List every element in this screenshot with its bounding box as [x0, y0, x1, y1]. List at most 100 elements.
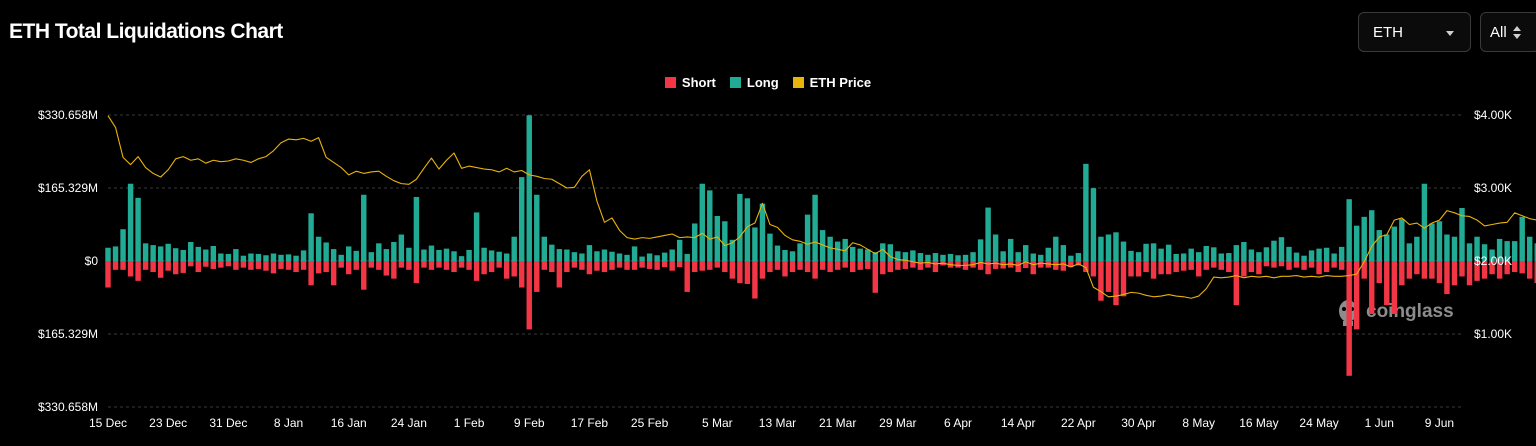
short-liquidation-bar[interactable]	[1023, 261, 1029, 269]
short-liquidation-bar[interactable]	[880, 261, 886, 275]
short-liquidation-bar[interactable]	[895, 261, 901, 270]
long-liquidation-bar[interactable]	[488, 250, 495, 261]
short-liquidation-bar[interactable]	[195, 261, 201, 273]
short-liquidation-bar[interactable]	[105, 261, 111, 288]
long-liquidation-bar[interactable]	[1421, 183, 1428, 261]
short-liquidation-bar[interactable]	[240, 261, 247, 268]
short-liquidation-bar[interactable]	[519, 261, 525, 288]
long-liquidation-bar[interactable]	[962, 254, 969, 261]
long-liquidation-bar[interactable]	[165, 243, 171, 261]
short-liquidation-bar[interactable]	[172, 261, 179, 275]
short-liquidation-bar[interactable]	[488, 261, 495, 273]
long-liquidation-bar[interactable]	[1474, 236, 1480, 261]
short-liquidation-bar[interactable]	[1534, 261, 1536, 284]
short-liquidation-bar[interactable]	[338, 261, 344, 268]
short-liquidation-bar[interactable]	[556, 261, 563, 288]
short-liquidation-bar[interactable]	[300, 261, 307, 270]
short-liquidation-bar[interactable]	[624, 261, 630, 270]
long-liquidation-bar[interactable]	[1226, 253, 1232, 261]
short-liquidation-bar[interactable]	[361, 261, 367, 290]
short-liquidation-bar[interactable]	[1353, 261, 1360, 330]
long-liquidation-bar[interactable]	[1459, 208, 1465, 261]
short-liquidation-bar[interactable]	[1384, 261, 1390, 306]
range-select[interactable]: All	[1480, 12, 1536, 52]
long-liquidation-bar[interactable]	[1113, 232, 1119, 261]
long-liquidation-bar[interactable]	[849, 246, 856, 261]
short-liquidation-bar[interactable]	[1120, 261, 1127, 297]
long-liquidation-bar[interactable]	[571, 252, 578, 261]
long-liquidation-bar[interactable]	[1000, 251, 1006, 261]
short-liquidation-bar[interactable]	[436, 261, 442, 268]
long-liquidation-bar[interactable]	[865, 249, 871, 261]
long-liquidation-bar[interactable]	[428, 245, 435, 261]
long-liquidation-bar[interactable]	[564, 249, 570, 261]
long-liquidation-bar[interactable]	[1256, 252, 1262, 261]
long-liquidation-bar[interactable]	[1180, 253, 1187, 261]
short-liquidation-bar[interactable]	[646, 261, 653, 269]
long-liquidation-bar[interactable]	[684, 253, 690, 261]
long-liquidation-bar[interactable]	[601, 249, 608, 261]
long-liquidation-bar[interactable]	[1165, 244, 1172, 261]
short-liquidation-bar[interactable]	[842, 261, 848, 268]
long-liquidation-bar[interactable]	[842, 238, 848, 261]
long-liquidation-bar[interactable]	[1376, 230, 1382, 261]
short-liquidation-bar[interactable]	[346, 261, 352, 275]
long-liquidation-bar[interactable]	[1504, 241, 1510, 261]
long-liquidation-bar[interactable]	[218, 253, 224, 261]
long-liquidation-bar[interactable]	[804, 214, 811, 261]
short-liquidation-bar[interactable]	[849, 261, 856, 273]
long-liquidation-bar[interactable]	[895, 251, 901, 261]
long-liquidation-bar[interactable]	[1353, 225, 1360, 261]
short-liquidation-bar[interactable]	[1271, 261, 1277, 268]
long-liquidation-bar[interactable]	[609, 251, 615, 261]
short-liquidation-bar[interactable]	[819, 261, 826, 270]
long-liquidation-bar[interactable]	[1211, 247, 1217, 261]
long-liquidation-bar[interactable]	[1436, 221, 1443, 261]
long-liquidation-bar[interactable]	[789, 251, 796, 261]
short-liquidation-bar[interactable]	[1301, 261, 1307, 270]
short-liquidation-bar[interactable]	[586, 261, 593, 275]
short-liquidation-bar[interactable]	[1361, 261, 1367, 279]
short-liquidation-bar[interactable]	[782, 261, 788, 277]
long-liquidation-bar[interactable]	[1015, 252, 1021, 261]
short-liquidation-bar[interactable]	[661, 261, 668, 268]
long-liquidation-bar[interactable]	[473, 212, 480, 261]
long-liquidation-bar[interactable]	[549, 244, 555, 261]
long-liquidation-bar[interactable]	[421, 249, 427, 261]
long-liquidation-bar[interactable]	[594, 251, 600, 261]
short-liquidation-bar[interactable]	[1218, 261, 1224, 270]
short-liquidation-bar[interactable]	[549, 261, 555, 273]
long-liquidation-bar[interactable]	[729, 239, 736, 261]
long-liquidation-bar[interactable]	[1293, 252, 1300, 261]
short-liquidation-bar[interactable]	[917, 261, 924, 270]
long-liquidation-bar[interactable]	[1105, 234, 1112, 261]
short-liquidation-bar[interactable]	[1075, 261, 1082, 266]
long-liquidation-bar[interactable]	[1083, 163, 1089, 261]
long-liquidation-bar[interactable]	[1534, 243, 1536, 261]
long-liquidation-bar[interactable]	[376, 243, 382, 261]
short-liquidation-bar[interactable]	[676, 261, 683, 268]
short-liquidation-bar[interactable]	[278, 261, 284, 269]
short-liquidation-bar[interactable]	[865, 261, 871, 269]
short-liquidation-bar[interactable]	[1053, 261, 1059, 270]
short-liquidation-bar[interactable]	[285, 261, 292, 270]
long-liquidation-bar[interactable]	[1444, 234, 1450, 261]
short-liquidation-bar[interactable]	[503, 261, 510, 279]
short-liquidation-bar[interactable]	[684, 261, 690, 292]
short-liquidation-bar[interactable]	[1256, 261, 1262, 275]
long-liquidation-bar[interactable]	[180, 249, 186, 261]
short-liquidation-bar[interactable]	[1466, 261, 1473, 286]
short-liquidation-bar[interactable]	[165, 261, 171, 271]
short-liquidation-bar[interactable]	[511, 261, 517, 277]
long-liquidation-bar[interactable]	[1481, 244, 1488, 261]
long-liquidation-bar[interactable]	[293, 255, 299, 261]
short-liquidation-bar[interactable]	[631, 261, 638, 270]
short-liquidation-bar[interactable]	[1105, 261, 1112, 292]
long-liquidation-bar[interactable]	[646, 253, 653, 261]
long-liquidation-bar[interactable]	[1196, 252, 1202, 261]
short-liquidation-bar[interactable]	[157, 261, 164, 278]
short-liquidation-bar[interactable]	[1526, 261, 1533, 279]
long-liquidation-bar[interactable]	[195, 246, 201, 261]
long-liquidation-bar[interactable]	[1526, 236, 1533, 261]
short-liquidation-bar[interactable]	[1143, 261, 1149, 273]
